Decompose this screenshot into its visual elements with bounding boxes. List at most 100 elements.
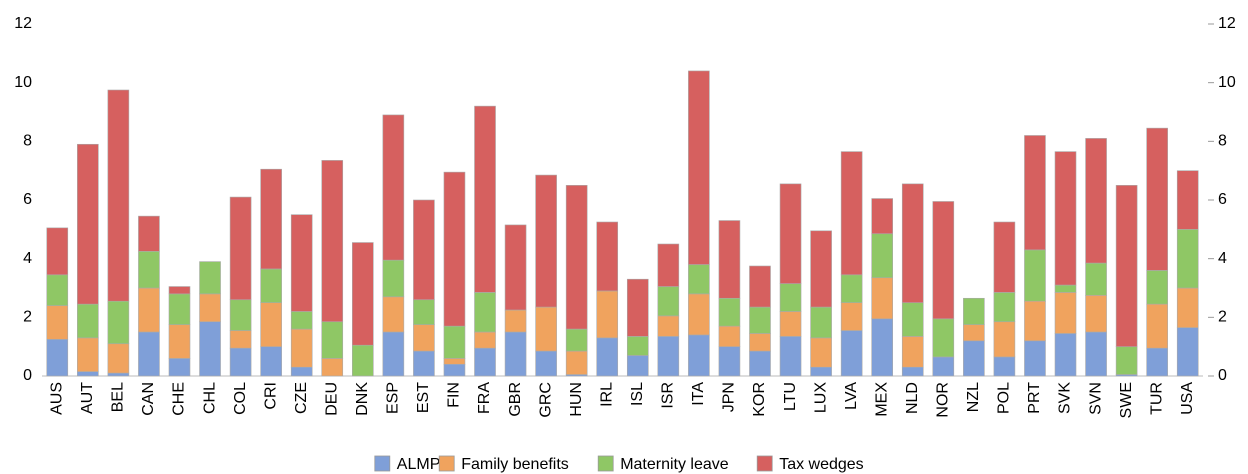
- bar-segment: [260, 346, 282, 377]
- bar-segment: [901, 302, 924, 337]
- x-tick-label: LVA: [843, 382, 860, 410]
- bar-segment: [46, 339, 69, 377]
- x-tick-label: SWE: [1118, 382, 1135, 418]
- bar-segment: [443, 171, 466, 327]
- bar-segment: [138, 287, 160, 333]
- bar-segment: [718, 346, 741, 377]
- bar-segment: [535, 350, 557, 377]
- x-tick-label: POL: [996, 382, 1013, 414]
- bar-segment: [229, 347, 252, 377]
- x-tick-label: ITA: [690, 382, 707, 406]
- bar-segment: [107, 89, 130, 302]
- bar-segment: [413, 199, 435, 301]
- x-tick-label: COL: [232, 382, 249, 415]
- bar-segment: [229, 299, 252, 331]
- x-tick-label: TUR: [1148, 382, 1165, 415]
- bar-segment: [1054, 292, 1077, 334]
- bar-segment: [871, 318, 893, 377]
- bar-segment: [1176, 170, 1199, 230]
- y2-tick-label: 6: [1218, 191, 1227, 208]
- bar-segment: [474, 105, 496, 293]
- bar-segment: [413, 299, 435, 325]
- y2-tick-label: 8: [1218, 133, 1227, 150]
- bar-segment: [840, 151, 863, 276]
- legend: ALMP Family benefits Maternity leave Tax we…: [374, 455, 864, 473]
- bar-segment: [1146, 347, 1168, 377]
- bar-segment: [779, 183, 802, 284]
- x-tick-label: GRC: [537, 382, 554, 418]
- bar-segment: [1115, 346, 1138, 375]
- bar-segment: [993, 221, 1016, 293]
- x-tick-label: CAN: [140, 382, 157, 416]
- bar-segment: [474, 331, 496, 349]
- bar-segment: [1146, 127, 1168, 271]
- bar-segment: [382, 259, 405, 298]
- bar-segment: [657, 336, 680, 377]
- legend-label: Tax wedges: [779, 456, 864, 473]
- bar-segment: [779, 336, 802, 377]
- bar-segment: [260, 268, 282, 303]
- bar-segment: [963, 340, 985, 377]
- bar-segment: [352, 344, 374, 377]
- bar-segment: [77, 303, 99, 339]
- y2-tick-label: 10: [1218, 74, 1236, 91]
- bar-segment: [1085, 295, 1107, 333]
- bar-segment: [871, 277, 893, 320]
- y-tick-label: 0: [23, 367, 32, 384]
- bar-segment: [840, 302, 863, 331]
- legend-swatch: [756, 455, 773, 472]
- bar-segment: [474, 347, 496, 377]
- x-tick-label: ISL: [629, 382, 646, 406]
- bar-segment: [138, 331, 160, 377]
- bar-segment: [749, 265, 771, 308]
- bar-segment: [718, 325, 741, 347]
- x-tick-label: PRT: [1026, 382, 1043, 414]
- x-tick-label: CHL: [201, 382, 218, 414]
- bar-segment: [290, 366, 313, 377]
- bar-segment: [565, 350, 588, 375]
- legend-swatch: [374, 455, 391, 472]
- bar-segment: [749, 350, 771, 377]
- y-tick-label: 4: [23, 250, 32, 267]
- x-tick-label: AUS: [48, 382, 65, 415]
- x-tick-label: FIN: [446, 382, 463, 408]
- bar-segment: [107, 372, 130, 377]
- x-tick-label: FRA: [476, 382, 493, 414]
- x-tick-label: MEX: [873, 382, 890, 417]
- x-tick-label: NZL: [965, 382, 982, 412]
- bar-segment: [199, 321, 221, 377]
- x-tick-label: KOR: [751, 382, 768, 417]
- bar-segment: [290, 214, 313, 312]
- bar-segment: [290, 328, 313, 368]
- x-tick-label: JPN: [721, 382, 738, 412]
- bar-segment: [932, 201, 955, 320]
- bar-segment: [443, 363, 466, 377]
- bar-segment: [1024, 300, 1046, 342]
- bar-segment: [199, 261, 221, 295]
- bar-segment: [840, 274, 863, 303]
- bar-segment: [504, 309, 527, 333]
- bar-segment: [1024, 135, 1046, 251]
- bar-segment: [963, 324, 985, 342]
- x-tick-label: ISR: [660, 382, 677, 409]
- bar-segment: [993, 321, 1016, 358]
- bar-segment: [1176, 287, 1199, 328]
- bar-segment: [168, 358, 191, 377]
- bar-segment: [46, 305, 69, 340]
- bar-segment: [810, 306, 832, 339]
- bar-segment: [260, 302, 282, 347]
- bar-segment: [1024, 340, 1046, 377]
- x-tick-label: DEU: [323, 382, 340, 416]
- x-tick-label: CZE: [293, 382, 310, 414]
- bar-segment: [168, 293, 191, 325]
- bar-segment: [229, 330, 252, 349]
- bar-segment: [565, 185, 588, 330]
- bar-segment: [77, 371, 99, 377]
- bar-segment: [1054, 284, 1077, 293]
- bar-segment: [413, 324, 435, 352]
- bar-segment: [138, 251, 160, 289]
- bar-segment: [1176, 327, 1199, 377]
- x-tick-label: CHE: [171, 382, 188, 416]
- bar-segment: [749, 306, 771, 334]
